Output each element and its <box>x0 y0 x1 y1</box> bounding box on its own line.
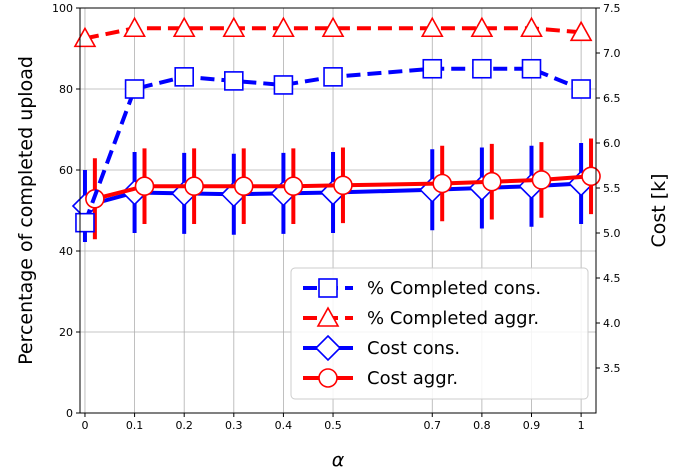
data-point <box>569 20 593 42</box>
data-point <box>472 58 492 79</box>
data-point <box>521 58 542 79</box>
x-tick-label: 0.4 <box>275 419 293 432</box>
y-right-tick-label: 7.5 <box>603 2 621 15</box>
y-axis-left-label: Percentage of completed upload <box>15 56 37 365</box>
data-point <box>581 166 601 187</box>
data-point <box>75 212 95 233</box>
data-point <box>172 16 196 38</box>
series--completed-cons- <box>75 58 591 233</box>
data-point <box>323 67 343 87</box>
x-tick-label: 0.7 <box>424 419 442 432</box>
y-right-tick-label: 5.0 <box>603 227 621 240</box>
legend-label: Cost aggr. <box>367 368 458 389</box>
data-point <box>272 16 295 38</box>
data-point <box>470 16 494 38</box>
data-point <box>333 175 353 196</box>
y-left-tick-label: 100 <box>52 2 73 15</box>
series-line <box>84 181 582 208</box>
x-tick-label: 0.5 <box>324 419 342 432</box>
data-point <box>124 79 145 99</box>
series-line <box>84 26 582 41</box>
ticks-layer: 0 0.1 0.2 0.3 0.4 0.5 0.7 0.8 0.9 1 0 20 40 60 80 100 3.… <box>52 2 621 432</box>
y-right-tick-label: 3.5 <box>603 362 621 375</box>
series-layer <box>71 16 601 242</box>
data-point <box>420 16 444 38</box>
data-point <box>174 67 194 87</box>
series--completed-aggr- <box>73 16 593 48</box>
series-cost-aggr- <box>85 138 601 240</box>
data-point <box>422 58 443 79</box>
y-right-tick-label: 4.0 <box>603 317 621 330</box>
y-right-tick-label: 7.0 <box>603 47 621 60</box>
legend-label: Cost cons. <box>367 338 460 359</box>
plot-frame <box>79 7 597 414</box>
data-point <box>531 170 552 190</box>
data-point <box>273 75 294 95</box>
y-left-tick-label: 80 <box>59 83 73 96</box>
x-tick-label: 0.3 <box>225 419 243 432</box>
x-tick-label: 0.2 <box>175 419 193 432</box>
data-point <box>123 16 146 38</box>
legend-label: % Completed cons. <box>367 278 541 299</box>
y-right-tick-label: 6.5 <box>603 92 621 105</box>
data-point <box>283 176 304 196</box>
series-line <box>83 66 582 224</box>
legend-label: % Completed aggr. <box>367 308 539 329</box>
legend-marker <box>318 278 338 298</box>
data-point <box>321 16 345 38</box>
x-tick-label: 0.1 <box>126 419 144 432</box>
y-right-tick-label: 6.0 <box>603 137 621 150</box>
x-tick-label: 0.9 <box>523 419 541 432</box>
legend-marker <box>318 368 338 388</box>
data-point <box>571 79 591 99</box>
y-right-tick-label: 4.5 <box>603 272 621 285</box>
y-left-tick-label: 0 <box>66 407 73 420</box>
y-left-tick-label: 40 <box>59 245 73 258</box>
data-point <box>520 16 543 38</box>
legend-box <box>290 267 589 400</box>
data-point <box>233 176 254 196</box>
x-axis-label: α <box>332 449 345 471</box>
y-left-tick-label: 20 <box>59 326 73 339</box>
x-tick-label: 1 <box>578 419 585 432</box>
data-point <box>224 71 244 91</box>
series-line <box>94 174 592 201</box>
data-point <box>222 16 246 38</box>
y-left-tick-label: 60 <box>59 164 73 177</box>
legend: % Completed cons. % Completed aggr. Cost c… <box>290 267 589 400</box>
legend-marker <box>316 306 340 327</box>
data-point <box>482 171 502 192</box>
y-axis-right-label: Cost [k] <box>648 173 670 247</box>
x-tick-label: 0.8 <box>473 419 491 432</box>
data-point <box>432 173 452 194</box>
legend-marker <box>314 334 342 362</box>
data-point <box>184 176 204 196</box>
y-right-tick-label: 5.5 <box>603 182 621 195</box>
data-point <box>134 176 155 196</box>
x-tick-label: 0 <box>81 419 88 432</box>
